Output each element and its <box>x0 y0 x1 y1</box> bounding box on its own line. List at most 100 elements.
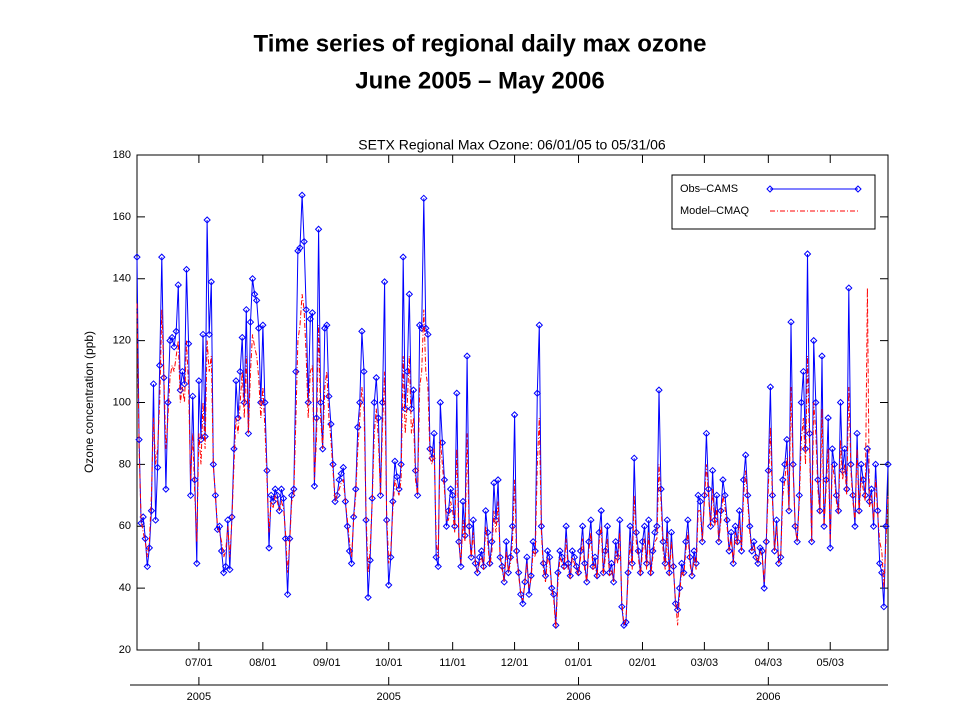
data-point <box>504 568 513 577</box>
legend-marker <box>766 185 774 193</box>
data-point <box>632 528 640 537</box>
data-point <box>799 367 808 376</box>
data-point <box>706 522 715 530</box>
data-point <box>702 429 711 438</box>
data-point <box>380 278 389 286</box>
data-point <box>673 606 682 614</box>
data-point <box>830 460 839 469</box>
data-point <box>325 392 333 401</box>
data-point <box>318 445 327 453</box>
data-point <box>884 460 892 469</box>
data-point <box>300 237 308 246</box>
data-point <box>783 435 791 444</box>
data-point <box>512 547 521 555</box>
data-point <box>537 522 546 530</box>
data-point <box>552 621 560 629</box>
data-point <box>578 522 587 530</box>
data-point <box>141 534 149 543</box>
data-point <box>230 445 238 453</box>
data-point <box>818 352 826 360</box>
data-point <box>659 538 667 546</box>
data-point <box>601 547 610 555</box>
data-point <box>748 547 756 555</box>
y-tick-label: 120 <box>113 335 131 347</box>
data-point <box>750 538 758 546</box>
data-point <box>585 538 593 546</box>
data-point <box>238 333 246 342</box>
data-point <box>669 562 678 571</box>
data-point <box>762 538 770 546</box>
data-point <box>145 544 154 552</box>
data-point <box>434 562 442 571</box>
data-point <box>725 547 733 555</box>
y-tick-label: 180 <box>113 149 131 161</box>
legend-label: Obs–CAMS <box>680 183 738 195</box>
data-point <box>694 491 702 500</box>
data-point <box>880 602 888 611</box>
data-point <box>298 191 306 199</box>
data-point <box>840 445 849 453</box>
data-point <box>267 491 275 500</box>
data-point <box>413 491 422 500</box>
data-point <box>143 562 152 571</box>
data-point <box>197 435 205 444</box>
data-point <box>535 321 544 329</box>
data-point <box>135 435 143 444</box>
data-point <box>690 547 698 555</box>
data-point <box>603 522 612 530</box>
data-point <box>168 333 176 342</box>
data-point <box>203 216 211 224</box>
data-point <box>199 330 207 339</box>
data-point <box>684 516 692 524</box>
year-label: 2006 <box>566 691 590 703</box>
data-point <box>721 491 729 500</box>
data-point <box>547 584 556 592</box>
data-point <box>760 584 768 592</box>
data-point <box>457 562 465 571</box>
year-label: 2005 <box>187 691 211 703</box>
data-point <box>517 590 525 599</box>
data-point <box>869 522 878 530</box>
data-point <box>308 309 317 317</box>
data-point <box>444 507 453 515</box>
data-point <box>475 553 484 561</box>
data-point <box>207 278 215 286</box>
legend-marker <box>854 185 862 193</box>
data-point <box>471 559 480 568</box>
data-point <box>160 374 168 382</box>
data-point <box>871 460 880 469</box>
data-point <box>405 290 414 298</box>
data-point <box>624 568 632 577</box>
data-point <box>682 538 690 546</box>
data-point <box>618 602 626 611</box>
data-point <box>510 411 519 419</box>
data-point <box>541 572 550 580</box>
data-point <box>217 547 226 555</box>
data-point <box>345 547 354 555</box>
y-tick-label: 80 <box>119 458 131 470</box>
data-point <box>826 544 834 552</box>
data-point <box>387 553 395 561</box>
data-point <box>729 559 737 568</box>
data-point <box>333 491 341 500</box>
data-point <box>583 578 591 586</box>
data-point <box>407 404 416 413</box>
data-point <box>797 398 806 407</box>
x-tick-label: 08/01 <box>249 657 277 669</box>
data-point <box>807 538 816 546</box>
data-point <box>572 562 581 571</box>
data-point <box>677 559 686 568</box>
data-point <box>242 305 251 314</box>
data-point <box>166 336 174 345</box>
data-point <box>376 491 385 500</box>
data-point <box>554 568 562 577</box>
data-point <box>226 565 234 574</box>
data-point <box>708 466 717 475</box>
data-point <box>519 599 527 608</box>
data-point <box>193 559 201 568</box>
data-point <box>700 491 709 500</box>
data-point <box>743 491 752 500</box>
data-point <box>271 485 279 493</box>
data-point <box>296 244 304 252</box>
data-point <box>465 522 473 530</box>
